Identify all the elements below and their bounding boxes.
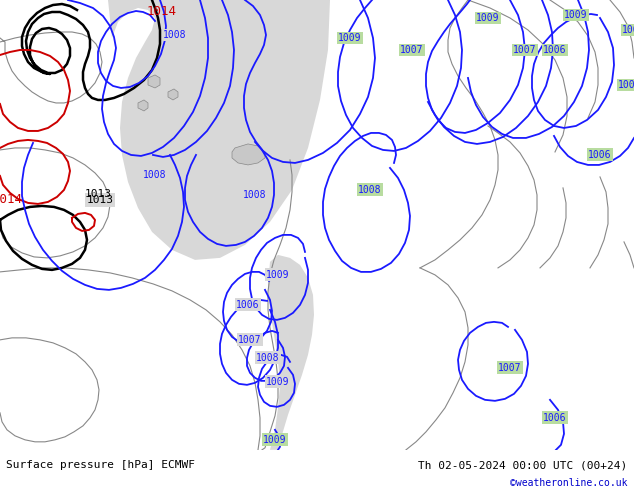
Text: 1006: 1006	[543, 413, 567, 423]
Polygon shape	[138, 100, 148, 111]
Text: 1007: 1007	[498, 363, 522, 373]
Text: 1007: 1007	[238, 335, 262, 345]
Text: 1014: 1014	[147, 5, 177, 19]
Text: 1008: 1008	[358, 185, 382, 195]
Text: 1007: 1007	[400, 45, 424, 55]
Text: 1009: 1009	[476, 13, 500, 23]
Text: 1013: 1013	[86, 195, 113, 205]
Text: 1009: 1009	[622, 25, 634, 35]
Text: Surface pressure [hPa] ECMWF: Surface pressure [hPa] ECMWF	[6, 460, 195, 470]
Text: 1008: 1008	[618, 80, 634, 90]
Text: 1008: 1008	[163, 30, 187, 40]
Text: 1006: 1006	[236, 300, 260, 310]
Polygon shape	[148, 75, 160, 88]
Polygon shape	[232, 144, 265, 165]
Text: 1008: 1008	[143, 170, 167, 180]
Text: 1009: 1009	[339, 33, 362, 43]
Text: 1009: 1009	[266, 377, 290, 387]
Text: 1006: 1006	[588, 150, 612, 160]
Polygon shape	[108, 0, 330, 260]
Text: 1014: 1014	[0, 194, 23, 206]
Text: Th 02-05-2024 00:00 UTC (00+24): Th 02-05-2024 00:00 UTC (00+24)	[418, 460, 628, 470]
Text: 1009: 1009	[266, 270, 290, 280]
Text: 1013: 1013	[84, 189, 112, 199]
Text: 1008: 1008	[256, 353, 280, 363]
Text: 1009: 1009	[263, 435, 287, 445]
Text: 1006: 1006	[543, 45, 567, 55]
Text: 1009: 1009	[564, 10, 588, 20]
Text: 1008: 1008	[243, 190, 267, 200]
Text: 1007: 1007	[514, 45, 537, 55]
Text: ©weatheronline.co.uk: ©weatheronline.co.uk	[510, 478, 628, 488]
Polygon shape	[268, 255, 314, 450]
Polygon shape	[168, 89, 178, 100]
